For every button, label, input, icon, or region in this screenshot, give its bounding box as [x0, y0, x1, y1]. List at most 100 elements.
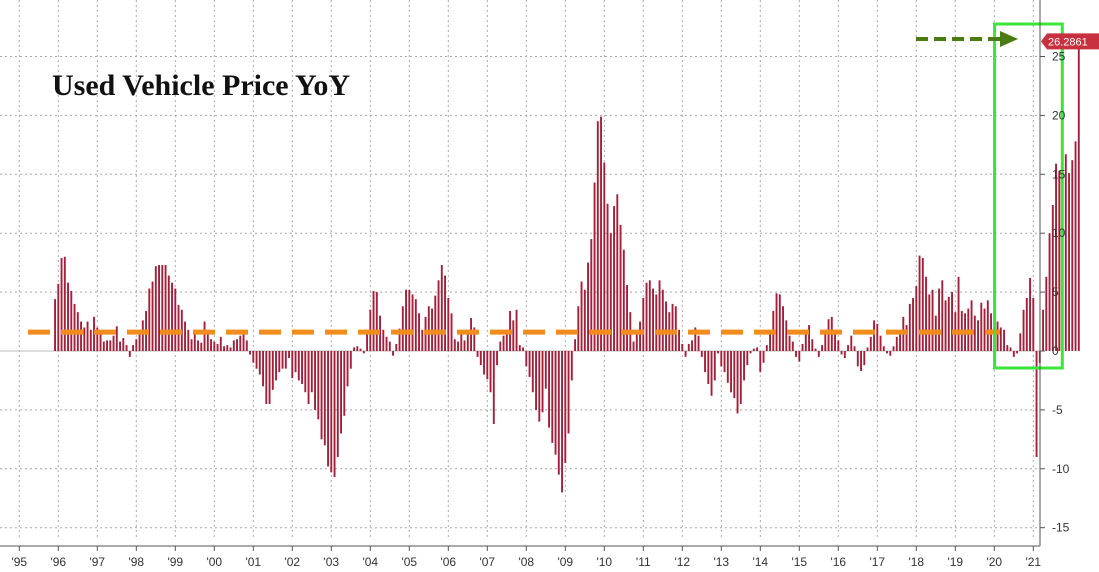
bar — [242, 334, 245, 351]
bar — [265, 351, 268, 405]
bar — [466, 329, 469, 351]
bar — [284, 351, 287, 369]
bar — [115, 326, 118, 351]
bar — [882, 346, 885, 351]
x-tick-label: '09 — [557, 555, 573, 569]
bar — [460, 333, 463, 351]
last-value-label: 26.2861 — [1048, 36, 1088, 48]
bar — [356, 346, 359, 351]
bar — [236, 339, 238, 351]
bar — [411, 294, 414, 351]
bar — [574, 339, 576, 351]
x-tick-label: '03 — [323, 555, 339, 569]
bar — [317, 351, 320, 420]
bar — [421, 329, 424, 351]
bar — [158, 265, 160, 351]
y-tick-label: 0 — [1052, 344, 1059, 358]
bar — [414, 299, 417, 351]
x-tick-label: '12 — [674, 555, 690, 569]
bar — [996, 321, 999, 351]
bar — [388, 341, 391, 351]
x-tick-label: '13 — [713, 555, 729, 569]
bar — [109, 340, 112, 351]
bar — [54, 299, 56, 351]
bar — [70, 290, 73, 351]
bar — [1029, 277, 1031, 351]
bar — [1016, 351, 1018, 354]
bar — [840, 351, 843, 355]
bar — [148, 288, 151, 351]
bar — [843, 351, 846, 359]
bar — [765, 345, 768, 351]
bar — [210, 339, 212, 351]
bar — [616, 194, 619, 351]
x-tick-label: '21 — [1025, 555, 1041, 569]
bar — [723, 351, 726, 373]
bar — [450, 313, 453, 351]
bar — [278, 351, 281, 373]
x-tick-label: '05 — [401, 555, 417, 569]
bar — [626, 285, 628, 351]
x-axis: '95 '96 '97 '98 '99 '00 '01 '02 '03 '04 '05 '06 '07 '… — [0, 545, 1041, 569]
bar — [1074, 141, 1077, 351]
x-tick-label: '01 — [245, 555, 261, 569]
bar — [213, 341, 216, 351]
bar — [531, 351, 534, 393]
bar — [297, 351, 300, 381]
bar — [154, 266, 157, 351]
bar — [141, 320, 144, 351]
y-tick-label: -5 — [1052, 403, 1063, 417]
bar — [869, 336, 872, 351]
bar — [216, 343, 219, 351]
x-tick-label: '11 — [636, 555, 651, 569]
x-tick-label: '95 — [11, 555, 27, 569]
x-tick-label: '15 — [791, 555, 807, 569]
bar — [876, 323, 879, 351]
bar — [801, 343, 804, 351]
bar — [307, 351, 310, 405]
y-tick-label: -10 — [1052, 462, 1070, 476]
y-tick-label: 15 — [1052, 167, 1066, 181]
bar — [700, 351, 703, 357]
bar — [538, 351, 541, 422]
bar — [895, 336, 898, 351]
bar — [739, 351, 742, 405]
bar — [119, 341, 121, 351]
bar — [778, 294, 781, 351]
bar — [398, 328, 401, 351]
bar — [197, 340, 199, 351]
bar — [697, 335, 700, 351]
bar — [262, 351, 264, 387]
bar — [330, 351, 333, 473]
bar — [327, 351, 329, 467]
bar — [294, 351, 297, 373]
bar — [1022, 309, 1025, 351]
bar — [1006, 345, 1009, 351]
bar — [401, 306, 404, 351]
bar — [375, 292, 378, 351]
bar — [889, 351, 892, 356]
highlight-group — [916, 22, 1064, 370]
bar — [304, 351, 307, 393]
bar — [600, 116, 602, 351]
bar — [915, 286, 918, 351]
bar — [821, 345, 823, 351]
bar — [138, 333, 141, 351]
bar — [791, 341, 794, 351]
bar — [652, 288, 654, 351]
bar — [473, 327, 476, 351]
bar — [167, 275, 170, 351]
bar — [151, 281, 154, 351]
bar — [886, 351, 888, 354]
bar — [392, 351, 394, 356]
bar — [80, 321, 82, 351]
bar — [372, 290, 375, 351]
bar — [164, 265, 167, 351]
bar — [648, 280, 651, 351]
bar — [983, 308, 986, 351]
bar — [655, 294, 658, 351]
bar — [596, 121, 599, 351]
arrow — [916, 31, 1018, 47]
bar — [171, 282, 173, 351]
bar — [57, 283, 60, 351]
